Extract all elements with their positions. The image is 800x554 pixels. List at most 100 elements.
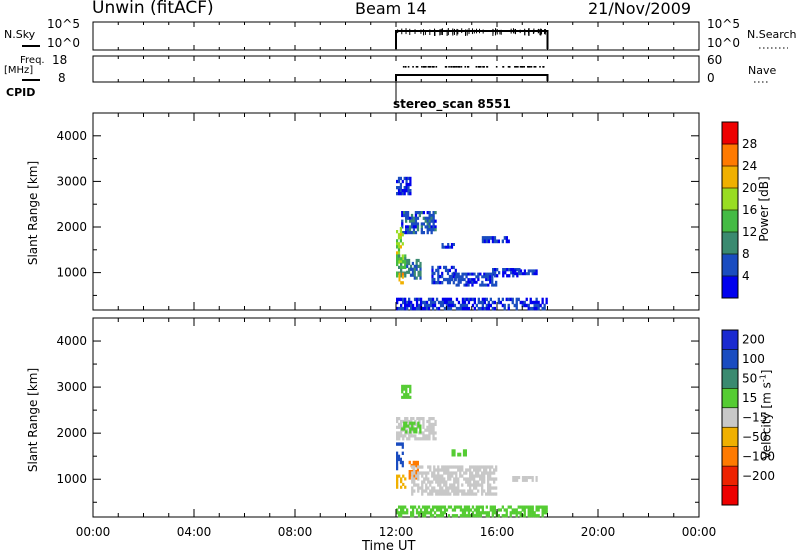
data-cell: [397, 454, 401, 459]
data-cell: [521, 478, 525, 482]
data-cell: [523, 478, 526, 482]
data-cell: [503, 514, 506, 518]
velocity-colorbar-swatch: [722, 446, 738, 467]
data-cell: [505, 297, 508, 302]
data-cell: [469, 471, 472, 475]
data-cell: [415, 427, 418, 431]
data-cell: [529, 306, 532, 311]
data-cell: [429, 465, 432, 469]
data-cell: [455, 297, 459, 302]
data-cell: [409, 192, 412, 196]
data-cell: [407, 395, 410, 399]
data-cell: [461, 474, 464, 478]
data-cell: [445, 508, 449, 512]
data-cell: [417, 421, 420, 425]
data-cell: [461, 492, 464, 496]
data-cell: [485, 514, 488, 518]
data-cell: [491, 486, 494, 490]
data-cell: [401, 387, 404, 391]
data-cell: [396, 460, 399, 465]
data-cell: [435, 281, 438, 285]
data-cell: [502, 274, 505, 278]
data-cell: [477, 297, 480, 302]
nave-dot: [514, 66, 516, 68]
data-cell: [537, 303, 540, 308]
data-cell: [435, 474, 438, 478]
data-cell: [405, 219, 408, 223]
data-cell: [467, 306, 471, 311]
data-cell: [411, 477, 414, 481]
power-colorbar-tick-label: 20: [742, 181, 757, 195]
nave-dot: [523, 66, 526, 68]
data-cell: [432, 213, 435, 218]
data-cell: [477, 306, 480, 311]
data-cell: [443, 277, 446, 282]
data-cell: [481, 303, 484, 308]
data-cell: [400, 514, 403, 518]
data-cell: [417, 424, 420, 428]
data-cell: [441, 505, 445, 509]
data-cell: [493, 511, 496, 515]
data-cell: [469, 468, 472, 472]
velocity-colorbar-frame: [721, 329, 739, 506]
data-cell: [485, 306, 488, 311]
data-cell: [400, 477, 403, 481]
data-cell: [414, 211, 418, 215]
data-cell: [406, 437, 409, 441]
nave-dot: [482, 66, 484, 68]
data-cell: [406, 428, 409, 432]
data-cell: [469, 486, 472, 490]
data-cell: [541, 508, 544, 512]
data-cell: [485, 303, 488, 308]
data-cell: [429, 492, 432, 496]
data-cell: [419, 276, 422, 280]
nave-dot: [421, 66, 423, 68]
data-cell: [519, 272, 523, 276]
data-cell: [443, 489, 446, 493]
data-cell: [420, 222, 423, 226]
data-cell: [487, 272, 490, 276]
data-cell: [489, 272, 492, 276]
data-cell: [396, 242, 399, 246]
data-cell: [413, 427, 416, 431]
data-cell: [399, 182, 402, 187]
data-cell: [408, 476, 411, 480]
data-cell: [518, 272, 521, 276]
data-cell: [412, 222, 416, 226]
data-cell: [439, 511, 443, 515]
x-tick-label: 12:00: [379, 525, 414, 539]
data-cell: [483, 283, 486, 287]
data-cell: [416, 211, 420, 215]
data-cell: [493, 300, 496, 305]
data-cell: [471, 283, 474, 287]
data-cell: [399, 189, 402, 193]
data-cell: [457, 280, 460, 284]
data-cell: [451, 474, 454, 478]
data-cell: [463, 272, 466, 276]
data-cell: [529, 511, 532, 515]
data-cell: [514, 272, 517, 276]
data-cell: [402, 306, 405, 311]
data-cell: [400, 257, 403, 261]
data-cell: [431, 281, 434, 285]
data-cell: [427, 477, 430, 481]
data-cell: [430, 231, 433, 235]
data-cell: [414, 434, 417, 438]
data-cell: [418, 417, 421, 421]
data-cell: [437, 474, 440, 478]
data-cell: [525, 297, 528, 302]
data-cell: [445, 303, 449, 308]
freq-tick-bottom: 8: [58, 71, 66, 85]
data-cell: [419, 264, 422, 268]
data-cell: [503, 508, 506, 512]
data-cell: [523, 476, 526, 480]
data-cell: [451, 483, 454, 487]
data-cell: [405, 231, 408, 235]
data-cell: [477, 474, 480, 478]
y-tick-label: 2000: [56, 426, 87, 440]
data-cell: [427, 465, 430, 469]
data-cell: [429, 468, 432, 472]
data-cell: [408, 300, 411, 305]
data-cell: [419, 273, 422, 277]
data-cell: [517, 297, 520, 302]
